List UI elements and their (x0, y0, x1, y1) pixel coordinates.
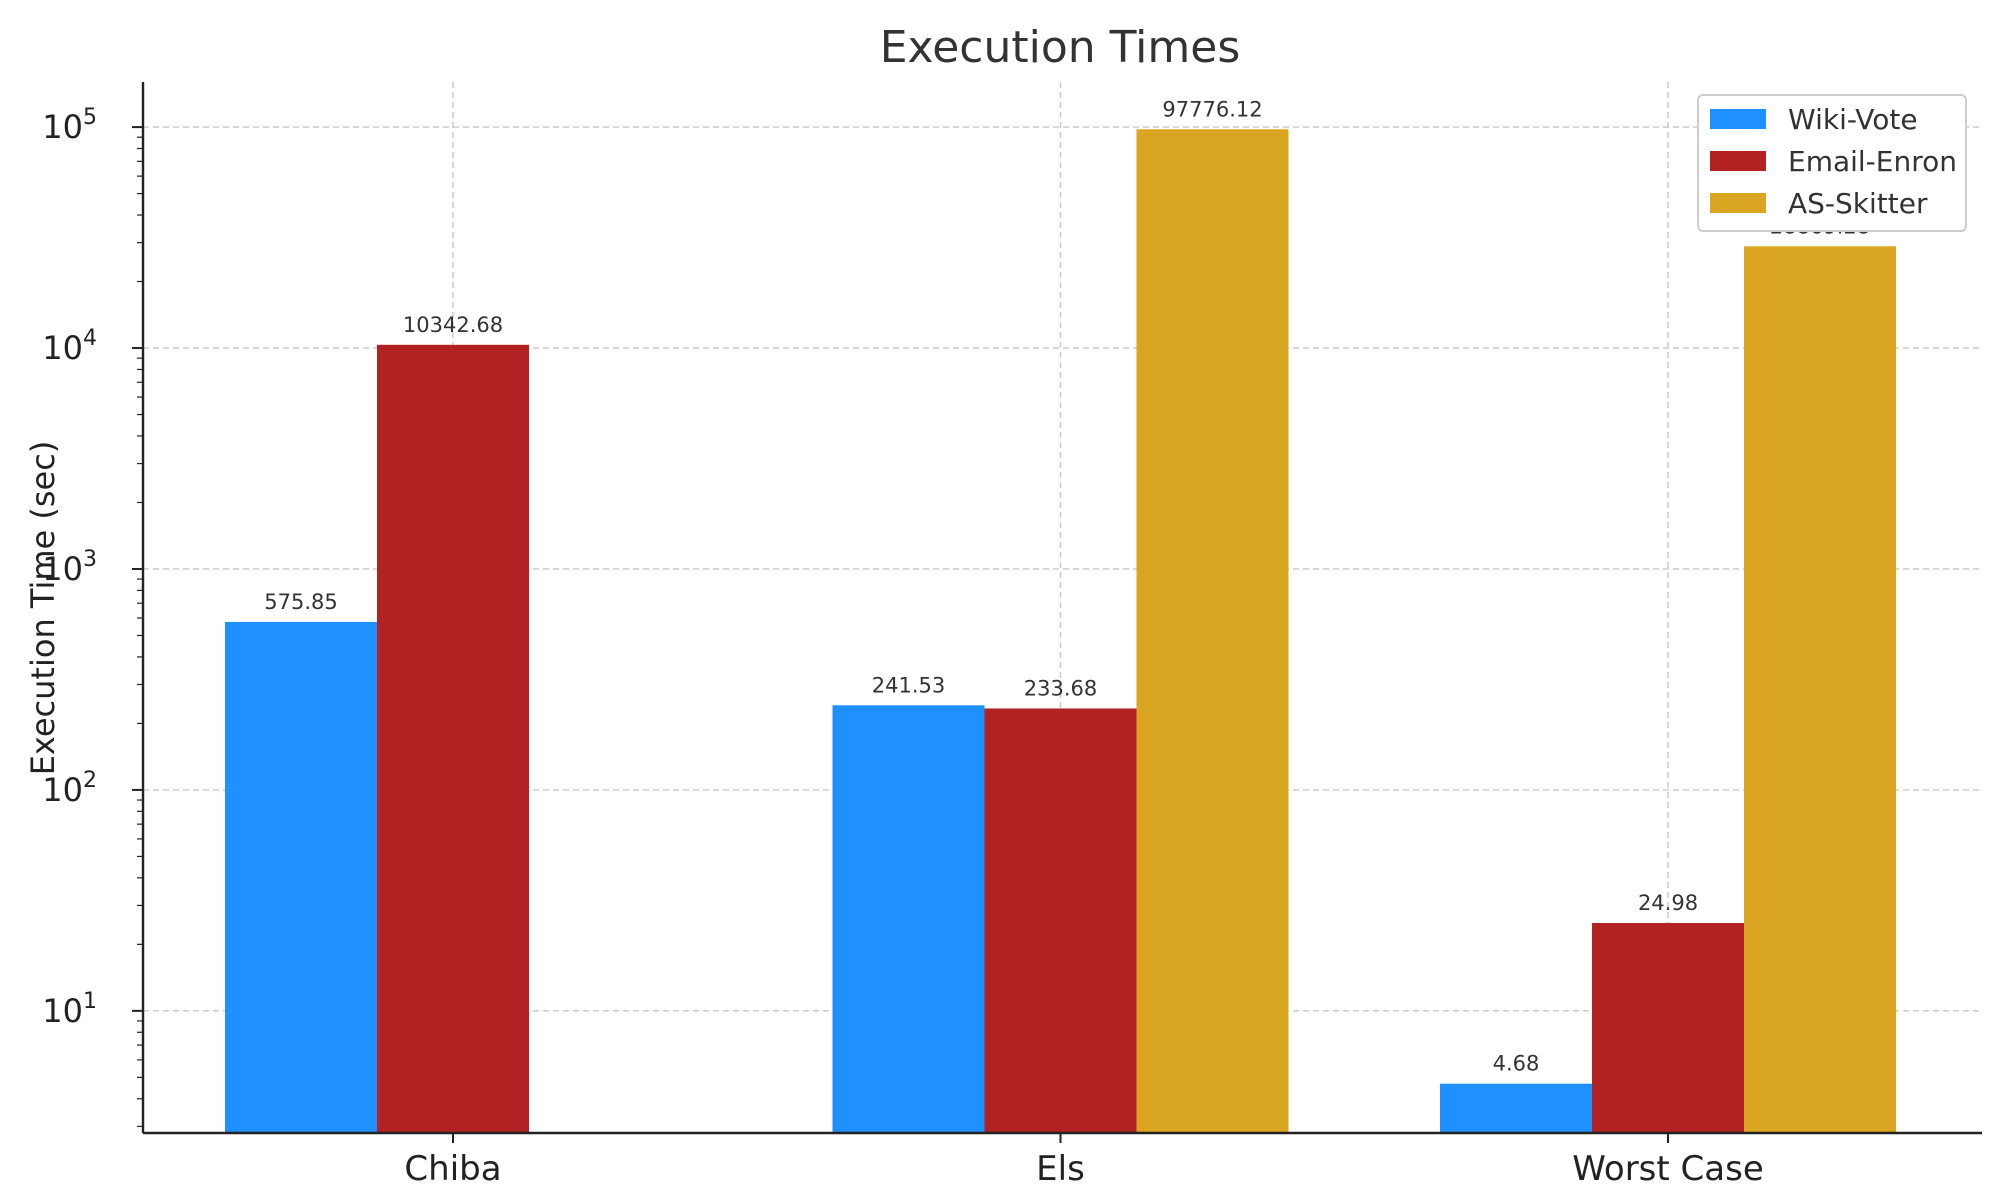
x-tick-label: Worst Case (1572, 1149, 1763, 1189)
y-tick-label: 101 (42, 989, 97, 1030)
value-label: 233.68 (1024, 676, 1097, 700)
bar-wiki-vote (1440, 1083, 1592, 1133)
bar-layer (225, 129, 1896, 1133)
value-label: 575.85 (264, 590, 337, 614)
y-tick-label: 103 (42, 547, 97, 588)
bar-as-skitter (1744, 246, 1896, 1133)
bar-wiki-vote (832, 705, 985, 1133)
value-label: 24.98 (1638, 891, 1698, 915)
bar-email-enron (984, 708, 1137, 1133)
value-label: 4.68 (1493, 1052, 1540, 1076)
legend-entry: AS-Skitter (1788, 187, 1928, 220)
legend-swatch (1710, 193, 1766, 213)
legend-entry: Email-Enron (1788, 145, 1957, 178)
bar-email-enron (1592, 923, 1744, 1133)
bar-as-skitter (1136, 129, 1289, 1133)
bar-email-enron (377, 344, 529, 1133)
bar-wiki-vote (225, 621, 377, 1133)
y-axis-label: Execution Time (sec) (24, 441, 62, 776)
x-tick-label: Chiba (404, 1149, 501, 1189)
y-tick-label: 104 (42, 326, 97, 367)
legend-entry: Wiki-Vote (1788, 103, 1918, 136)
chart-title: Execution Times (880, 22, 1241, 73)
y-tick-label: 105 (42, 105, 97, 146)
x-tick-label: Els (1036, 1149, 1085, 1189)
value-label: 97776.12 (1162, 97, 1262, 121)
value-label: 10342.68 (403, 313, 503, 337)
legend-swatch (1710, 151, 1766, 171)
y-tick-label: 102 (42, 768, 97, 809)
legend-swatch (1710, 109, 1766, 129)
legend: Wiki-Vote Email-Enron AS-Skitter (1697, 94, 1967, 232)
value-label: 241.53 (872, 673, 945, 697)
